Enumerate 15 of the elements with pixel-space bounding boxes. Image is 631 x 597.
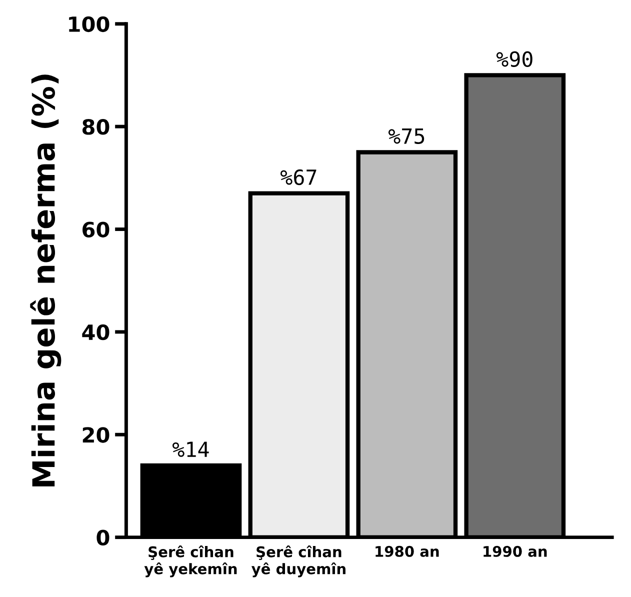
x-tick-label: Şerê cîhan yê duyemîn	[251, 545, 346, 578]
x-tick-label: Şerê cîhan yê yekemîn	[144, 545, 237, 578]
y-tick-label: 80	[82, 119, 110, 135]
data-label: %90	[496, 51, 532, 68]
data-label: %75	[388, 128, 424, 144]
y-tick-label: 60	[82, 222, 110, 238]
data-label: %14	[172, 442, 209, 457]
data-label: %67	[280, 169, 316, 186]
y-axis-title: Mirina gelê neferma (%)	[30, 74, 62, 486]
x-tick-label: 1980 an	[376, 546, 439, 557]
y-tick-label: 20	[82, 427, 110, 443]
y-tick-label: 40	[82, 324, 110, 340]
y-tick-label: 0	[96, 530, 110, 546]
x-tick-label: 1990 an	[484, 546, 547, 557]
y-tick-label: 100	[69, 16, 110, 32]
